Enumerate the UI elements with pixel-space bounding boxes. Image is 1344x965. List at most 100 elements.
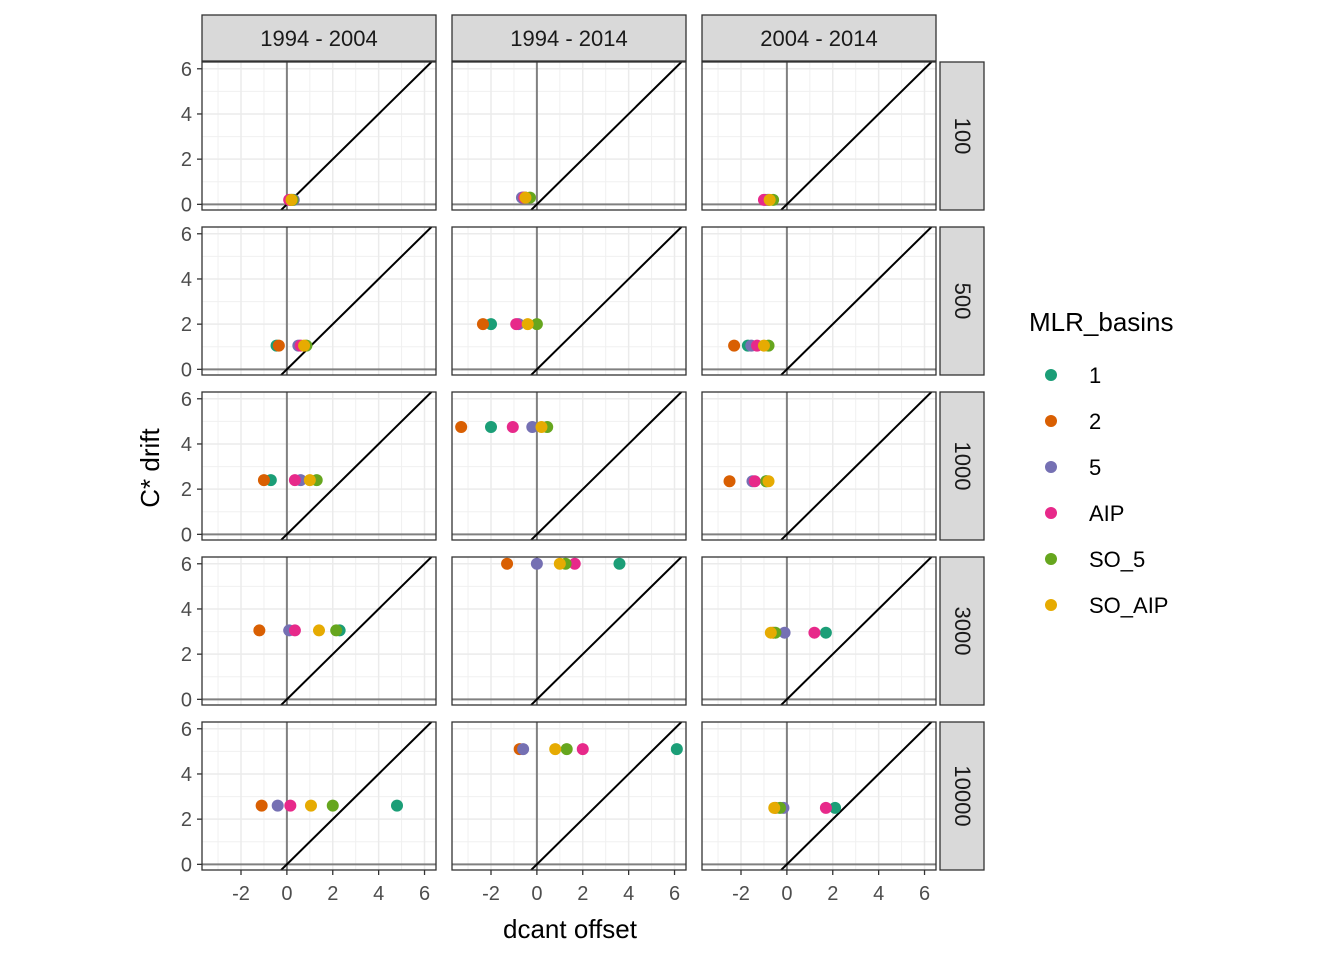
point-2 bbox=[723, 475, 736, 488]
point-1 bbox=[670, 743, 683, 756]
panel-border bbox=[201, 61, 437, 211]
y-tick-label: 2 bbox=[181, 314, 192, 336]
panel: 0 2 4 6 bbox=[181, 59, 437, 216]
panel-border bbox=[701, 391, 937, 541]
identity-line bbox=[280, 392, 433, 540]
identity-line bbox=[530, 227, 683, 375]
point-AIP bbox=[506, 421, 519, 434]
legend-key-2 bbox=[1045, 415, 1057, 427]
point-SO_AIP bbox=[313, 624, 325, 637]
legend-label-AIP: AIP bbox=[1089, 501, 1124, 526]
point-SO_5 bbox=[560, 743, 573, 756]
y-tick-label: 2 bbox=[181, 479, 192, 501]
panel: 0 2 4 6 -2 0 2 4 6 bbox=[181, 719, 437, 905]
col-strip-label: 1994 - 2014 bbox=[510, 26, 627, 51]
y-tick-label: 6 bbox=[181, 59, 192, 81]
point-1 bbox=[485, 421, 497, 434]
panel-background bbox=[202, 227, 436, 375]
legend-label-1: 1 bbox=[1089, 363, 1101, 388]
y-tick-label: 4 bbox=[181, 104, 192, 126]
col-strip-label: 1994 - 2004 bbox=[260, 26, 377, 51]
point-1 bbox=[829, 801, 842, 814]
col-strip bbox=[201, 14, 437, 62]
panel bbox=[451, 226, 687, 376]
point-2 bbox=[255, 799, 268, 812]
point-2 bbox=[272, 339, 285, 352]
y-tick-label: 2 bbox=[181, 809, 192, 831]
x-tick-label: 2 bbox=[577, 883, 588, 905]
y-tick-label: 0 bbox=[181, 854, 192, 876]
point-AIP bbox=[808, 626, 821, 639]
panel-border bbox=[451, 556, 687, 706]
legend: MLR_basins 1 2 5 AIP SO_5 SO_AIP bbox=[1029, 307, 1174, 618]
panel-border bbox=[451, 61, 687, 211]
panel bbox=[451, 61, 687, 211]
point-5 bbox=[517, 743, 530, 756]
panel-border bbox=[701, 226, 937, 376]
panel: 0 2 4 6 bbox=[181, 389, 437, 546]
point-SO_AIP bbox=[535, 421, 548, 434]
panel-background bbox=[202, 392, 436, 540]
panel-background bbox=[202, 722, 436, 870]
legend-label-2: 2 bbox=[1089, 409, 1101, 434]
point-AIP bbox=[510, 318, 523, 331]
legend-title: MLR_basins bbox=[1029, 307, 1174, 337]
point-1 bbox=[391, 799, 403, 812]
x-tick-label: 0 bbox=[281, 883, 292, 905]
x-tick-label: -2 bbox=[732, 883, 750, 905]
identity-line bbox=[780, 62, 933, 210]
point-AIP bbox=[819, 801, 832, 814]
panel-border bbox=[701, 61, 937, 211]
panel-border bbox=[701, 556, 937, 706]
y-tick-label: 0 bbox=[181, 359, 192, 381]
panel: -2 0 2 4 6 bbox=[701, 721, 937, 905]
identity-line bbox=[280, 722, 433, 870]
point-2 bbox=[501, 557, 514, 570]
y-tick-label: 6 bbox=[181, 554, 192, 576]
panel bbox=[451, 391, 687, 541]
point-SO_AIP bbox=[762, 475, 775, 488]
row-strip bbox=[939, 226, 985, 376]
point-SO_5 bbox=[330, 624, 343, 637]
panel-background bbox=[702, 722, 936, 870]
row-strip-label: 10000 bbox=[950, 765, 975, 826]
point-AIP bbox=[288, 474, 301, 487]
identity-line bbox=[280, 62, 433, 210]
point-SO_5 bbox=[326, 799, 339, 812]
panel-border bbox=[201, 226, 437, 376]
point-5 bbox=[526, 421, 539, 434]
point-1 bbox=[613, 557, 626, 570]
panel-background bbox=[702, 392, 936, 540]
panel-border bbox=[201, 556, 437, 706]
point-SO_AIP bbox=[304, 799, 317, 812]
x-tick-label: 0 bbox=[531, 883, 542, 905]
col-strip bbox=[701, 14, 937, 62]
panel: 0 2 4 6 bbox=[181, 224, 437, 381]
row-strip-label: 3000 bbox=[950, 607, 975, 656]
x-axis-title: dcant offset bbox=[503, 914, 638, 944]
panel-border bbox=[201, 721, 437, 871]
panel bbox=[451, 556, 687, 706]
point-AIP bbox=[568, 557, 581, 570]
point-SO_AIP bbox=[285, 193, 298, 206]
point-SO_AIP bbox=[303, 474, 316, 487]
point-5 bbox=[271, 799, 284, 812]
y-tick-label: 0 bbox=[181, 194, 192, 216]
panel-border bbox=[201, 391, 437, 541]
panel-background bbox=[452, 557, 686, 705]
panel-border bbox=[451, 391, 687, 541]
panel-background bbox=[452, 62, 686, 210]
legend-label-SO_AIP: SO_AIP bbox=[1089, 593, 1168, 618]
point-5 bbox=[530, 557, 543, 570]
y-tick-label: 4 bbox=[181, 764, 192, 786]
legend-key-1 bbox=[1045, 369, 1057, 381]
row-strip bbox=[939, 556, 985, 706]
panel-background bbox=[452, 392, 686, 540]
identity-line bbox=[530, 62, 683, 210]
y-tick-label: 6 bbox=[181, 389, 192, 411]
point-SO_AIP bbox=[521, 318, 534, 331]
point-SO_AIP bbox=[519, 191, 532, 204]
x-tick-label: 6 bbox=[919, 883, 930, 905]
